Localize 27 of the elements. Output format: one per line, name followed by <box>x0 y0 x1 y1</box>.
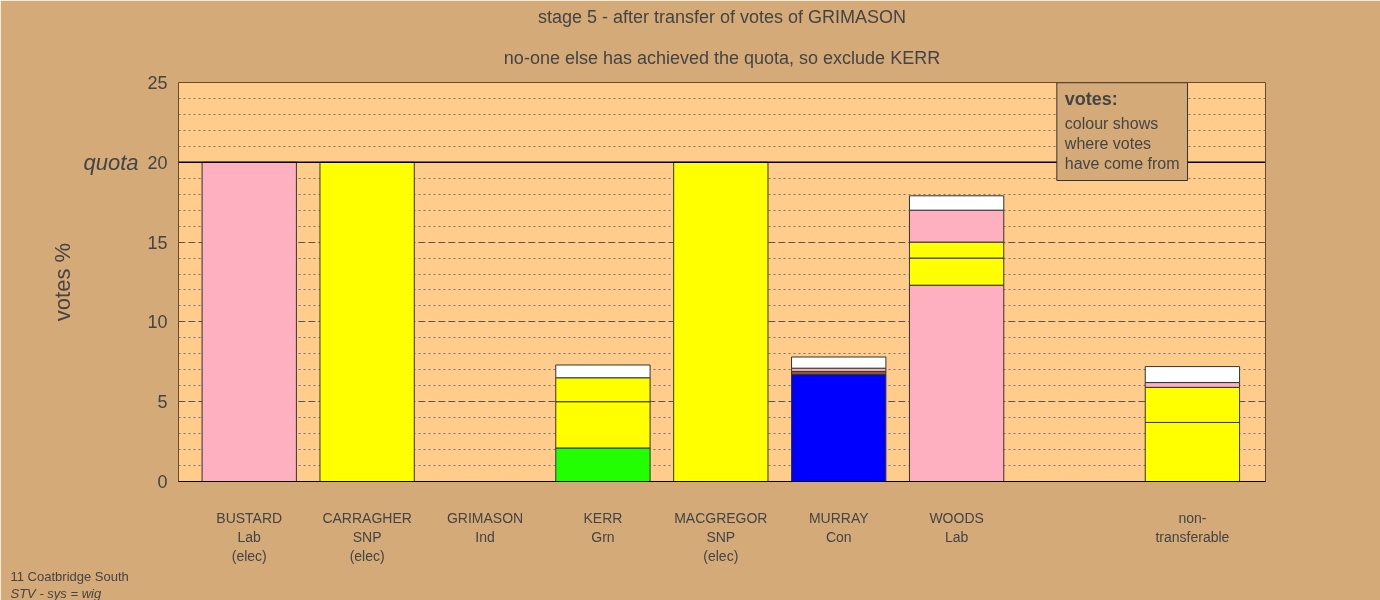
x-tick-label: non- transferable <box>1155 509 1230 545</box>
x-tick-label: MACGREGOR SNP (elec) <box>674 509 768 564</box>
x-tick-label: KERR Grn <box>583 509 623 545</box>
annotation: colour shows where votes have come from <box>1063 114 1180 173</box>
bar <box>791 356 887 369</box>
text: STV - sys = wig <box>10 585 102 600</box>
x-tick-label: MURRAY Con <box>808 509 870 545</box>
ref-line-label: quota <box>83 149 139 175</box>
chart-title: stage 5 - after transfer of votes of GRIMASON <box>537 6 907 27</box>
x-tick-label: CARRAGHER SNP (elec) <box>322 509 412 564</box>
annotation: votes: <box>1064 88 1118 109</box>
y-tick-label: 15 <box>147 232 168 253</box>
text: 11 Coatbridge South <box>10 568 129 584</box>
bar <box>319 161 415 482</box>
y-tick-label: 20 <box>147 152 168 173</box>
chart-subtitle: no-one else has achieved the quota, so exclude KERR <box>503 47 941 68</box>
bar <box>791 374 887 482</box>
y-tick-label: 5 <box>157 392 168 413</box>
bar <box>1144 366 1241 384</box>
y-tick-label: 10 <box>147 312 168 333</box>
x-tick-label: BUSTARD Lab (elec) <box>216 509 283 564</box>
y-axis-title: votes % <box>50 242 76 322</box>
x-tick-label: GRIMASON Ind <box>446 509 524 545</box>
y-tick-label: 25 <box>147 73 168 93</box>
x-tick-label: WOODS Lab <box>929 509 984 545</box>
y-tick-label: 0 <box>157 472 168 492</box>
bar <box>673 161 769 482</box>
